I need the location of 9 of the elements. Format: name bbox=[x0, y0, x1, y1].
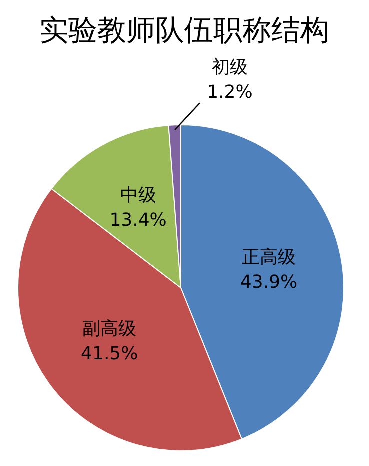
slice-label: 副高级 bbox=[82, 318, 137, 340]
data-label: 13.4% bbox=[110, 210, 167, 232]
data-label: 41.5% bbox=[81, 343, 138, 364]
slice-label: 中级 bbox=[120, 185, 156, 206]
slice-label: 初级 bbox=[212, 57, 248, 78]
data-label: 43.9% bbox=[240, 272, 298, 293]
slice-label: 正高级 bbox=[242, 246, 296, 268]
chart-title: 实验教师队伍职称结构 bbox=[40, 13, 330, 47]
data-label: 1.2% bbox=[207, 82, 253, 104]
